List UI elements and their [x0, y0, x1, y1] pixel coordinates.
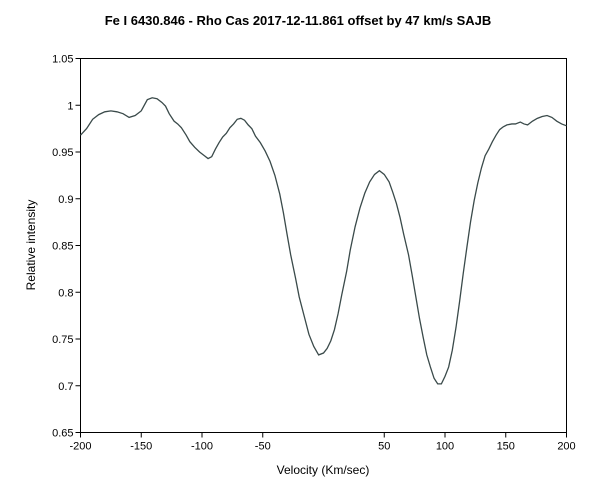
y-tick-label: 0.7 [58, 381, 73, 393]
x-axis-label: Velocity (Km/sec) [277, 463, 370, 477]
y-tick-label: 0.9 [58, 194, 73, 206]
y-tick-label: 0.8 [58, 287, 73, 299]
y-tick-label: 0.85 [52, 241, 73, 253]
x-tick-label: -50 [255, 441, 271, 453]
x-axis-ticks: -200 -150 -100 -50 50 100 150 200 [69, 432, 576, 453]
x-tick-label: -200 [69, 441, 91, 453]
spectrum-line [80, 97, 567, 385]
x-tick-label: -100 [191, 441, 213, 453]
x-tick-label: 50 [378, 441, 390, 453]
x-tick-label: 150 [497, 441, 515, 453]
plot-area [80, 58, 567, 433]
y-tick-label: 0.65 [52, 428, 73, 440]
y-axis-ticks: 0.65 0.7 0.75 0.8 0.85 0.9 0.95 1 1.05 [52, 54, 81, 440]
x-tick-label: 200 [557, 441, 575, 453]
y-tick-label: 1 [67, 100, 73, 112]
y-tick-label: 0.95 [52, 147, 73, 159]
y-tick-label: 0.75 [52, 334, 73, 346]
x-tick-label: 100 [436, 441, 454, 453]
y-axis-label: Relative intensity [24, 200, 38, 291]
x-tick-label: -150 [130, 441, 152, 453]
plot-frame [80, 58, 567, 433]
y-tick-label: 1.05 [52, 54, 73, 66]
chart-title: Fe I 6430.846 - Rho Cas 2017-12-11.861 o… [105, 13, 492, 28]
